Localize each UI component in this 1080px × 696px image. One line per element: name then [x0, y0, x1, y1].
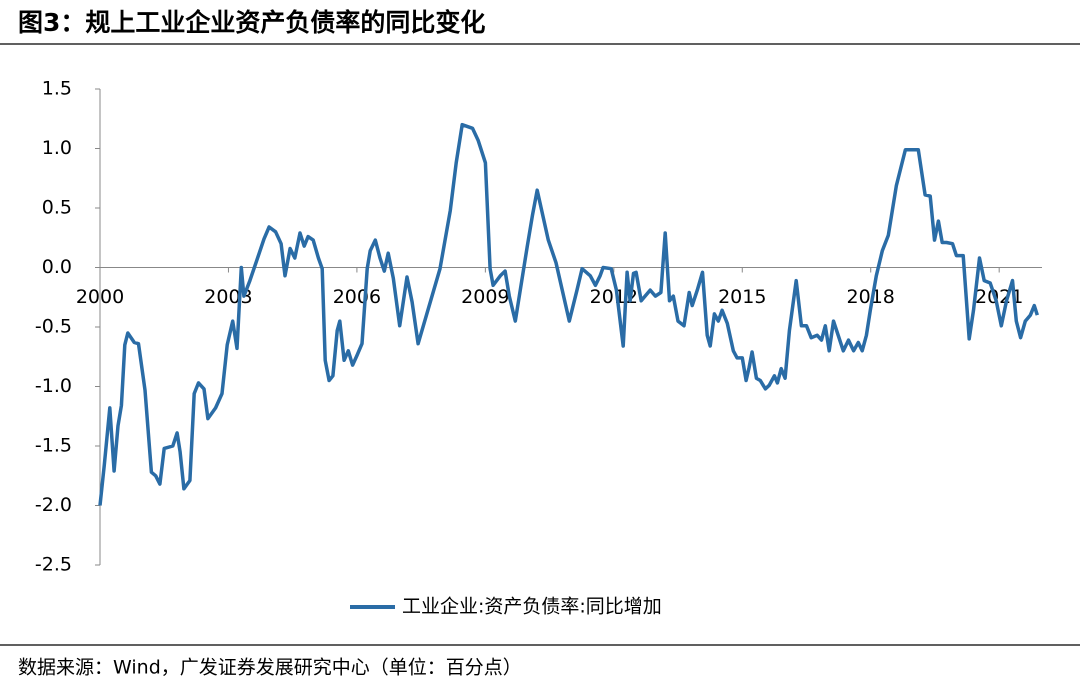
y-tick-label: -1.0 [35, 375, 72, 397]
y-tick-label: 1.0 [42, 137, 72, 159]
y-tick-label: -0.5 [35, 316, 72, 338]
x-tick-label: 2000 [76, 286, 124, 308]
y-tick-label: -1.5 [35, 435, 72, 457]
source-note: 数据来源：Wind，广发证券发展研究中心（单位：百分点） [18, 657, 522, 679]
y-tick-label: 0.0 [42, 256, 72, 278]
x-tick-label: 2018 [847, 286, 895, 308]
y-tick-label: 1.5 [42, 78, 72, 100]
x-tick-label: 2021 [975, 286, 1023, 308]
y-tick-label: 0.5 [42, 197, 72, 219]
x-tick-label: 2009 [461, 286, 509, 308]
x-tick-label: 2006 [333, 286, 381, 308]
chart-title: 图3：规上工业企业资产负债率的同比变化 [18, 8, 485, 37]
y-tick-label: -2.5 [35, 554, 72, 576]
y-tick-label: -2.0 [35, 494, 72, 516]
x-tick-label: 2015 [718, 286, 766, 308]
legend-label: 工业企业:资产负债率:同比增加 [402, 596, 662, 618]
data-line [98, 122, 1039, 506]
